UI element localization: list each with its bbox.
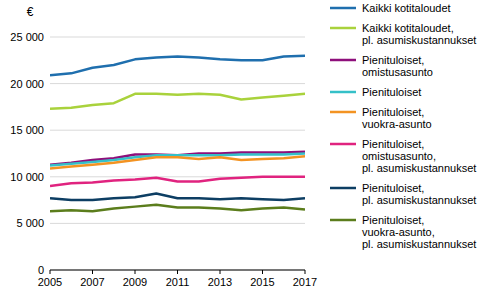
- x-tick: [92, 270, 93, 274]
- x-tick-label: 2009: [123, 276, 147, 288]
- series-line: [50, 156, 305, 168]
- x-tick-label: 2013: [208, 276, 232, 288]
- legend-label: Kaikki kotitaloudet,pl. asumiskustannuks…: [362, 22, 476, 46]
- grid-line: [50, 83, 305, 84]
- legend-swatch: [330, 27, 356, 30]
- series-line: [50, 94, 305, 109]
- legend-swatch: [330, 219, 356, 222]
- y-tick-label: 20 000: [10, 78, 44, 90]
- legend-label: Pienituloiset,pl. asumiskustannukset: [362, 182, 476, 206]
- legend-label: Pienituloiset,omistusasunto,pl. asumisku…: [362, 138, 476, 174]
- legend-label: Pienituloiset,vuokra-asunto,pl. asumisku…: [362, 214, 476, 250]
- y-tick-label: 15 000: [10, 124, 44, 136]
- grid-line: [50, 130, 305, 131]
- legend-swatch: [330, 111, 356, 114]
- x-tick-label: 2017: [293, 276, 317, 288]
- y-tick-label: 0: [38, 264, 44, 276]
- x-tick-label: 2011: [166, 276, 190, 288]
- legend-swatch: [330, 143, 356, 146]
- series-line: [50, 194, 305, 201]
- grid-line: [50, 223, 305, 224]
- legend-swatch: [330, 187, 356, 190]
- legend-swatch: [330, 59, 356, 62]
- legend-label: Pienituloiset,vuokra-asunto: [362, 106, 432, 130]
- y-axis-label: €: [27, 5, 34, 19]
- x-tick-label: 2007: [80, 276, 104, 288]
- legend-label: Pienituloiset,omistusasunto: [362, 54, 433, 78]
- plot-lines: [50, 56, 305, 212]
- y-tick-label: 25 000: [10, 31, 44, 43]
- series-line: [50, 177, 305, 186]
- series-line: [50, 205, 305, 212]
- y-tick-label: 5 000: [16, 217, 44, 229]
- x-tick: [220, 270, 221, 274]
- x-tick: [135, 270, 136, 274]
- grid-line: [50, 37, 305, 38]
- legend-swatch: [330, 7, 356, 10]
- chart: €0 5 000 10 000 15 000 20 000 25 000 2005 2007 2…: [0, 0, 491, 302]
- series-line: [50, 56, 305, 76]
- legend-label: Pienituloiset: [362, 86, 421, 98]
- legend: Kaikki kotitaloudet Kaikki kotitaloudet,p…: [330, 2, 476, 250]
- legend-label: Kaikki kotitaloudet: [362, 2, 451, 14]
- x-tick: [50, 270, 51, 274]
- x-tick: [177, 270, 178, 274]
- x-tick: [262, 270, 263, 274]
- x-tick-label: 2005: [38, 276, 62, 288]
- x-tick: [305, 270, 306, 274]
- y-tick-label: 10 000: [10, 171, 44, 183]
- x-tick-label: 2015: [250, 276, 274, 288]
- legend-swatch: [330, 91, 356, 94]
